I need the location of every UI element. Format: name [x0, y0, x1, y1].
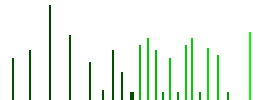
Bar: [177, 92, 179, 100]
Bar: [121, 72, 123, 100]
Bar: [12, 58, 14, 100]
Bar: [199, 92, 201, 100]
Bar: [217, 55, 219, 100]
Bar: [147, 38, 149, 100]
Bar: [155, 50, 157, 100]
Bar: [112, 50, 114, 100]
Bar: [89, 62, 91, 100]
Bar: [191, 38, 193, 100]
Bar: [29, 50, 31, 100]
Bar: [102, 90, 104, 100]
Bar: [162, 92, 164, 100]
Bar: [69, 35, 71, 100]
Bar: [249, 32, 251, 100]
Bar: [185, 45, 187, 100]
Bar: [139, 45, 141, 100]
Bar: [49, 5, 51, 100]
Bar: [227, 92, 229, 100]
Bar: [130, 92, 134, 100]
Bar: [169, 58, 171, 100]
Bar: [207, 48, 209, 100]
